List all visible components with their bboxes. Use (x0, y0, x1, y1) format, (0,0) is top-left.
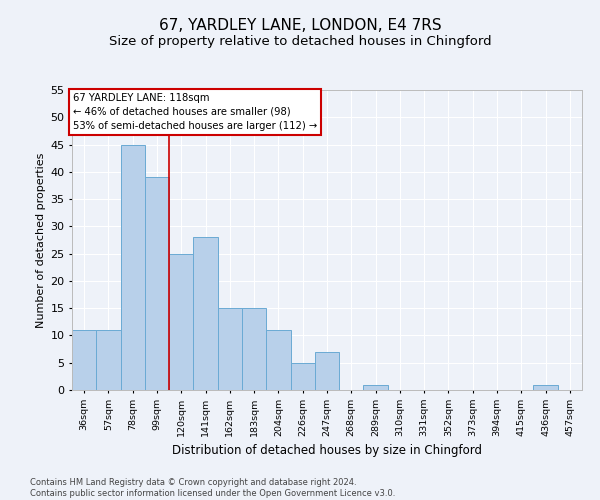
Bar (193, 238, 218, 390)
Text: Contains HM Land Registry data © Crown copyright and database right 2024.
Contai: Contains HM Land Registry data © Crown c… (30, 478, 395, 498)
Y-axis label: Number of detached properties: Number of detached properties (36, 152, 46, 328)
Text: 67, YARDLEY LANE, LONDON, E4 7RS: 67, YARDLEY LANE, LONDON, E4 7RS (158, 18, 442, 32)
X-axis label: Distribution of detached houses by size in Chingford: Distribution of detached houses by size … (172, 444, 482, 458)
Bar (533, 384, 558, 390)
Bar (315, 352, 339, 390)
Bar (169, 254, 193, 390)
Bar (96, 330, 121, 390)
Bar (242, 308, 266, 390)
Text: 67 YARDLEY LANE: 118sqm
← 46% of detached houses are smaller (98)
53% of semi-de: 67 YARDLEY LANE: 118sqm ← 46% of detache… (73, 92, 317, 130)
Text: Size of property relative to detached houses in Chingford: Size of property relative to detached ho… (109, 35, 491, 48)
Bar (72, 330, 96, 390)
Bar (145, 178, 169, 390)
Bar (218, 308, 242, 390)
Bar (121, 144, 145, 390)
Bar (290, 362, 315, 390)
Bar (364, 384, 388, 390)
Bar (266, 330, 290, 390)
